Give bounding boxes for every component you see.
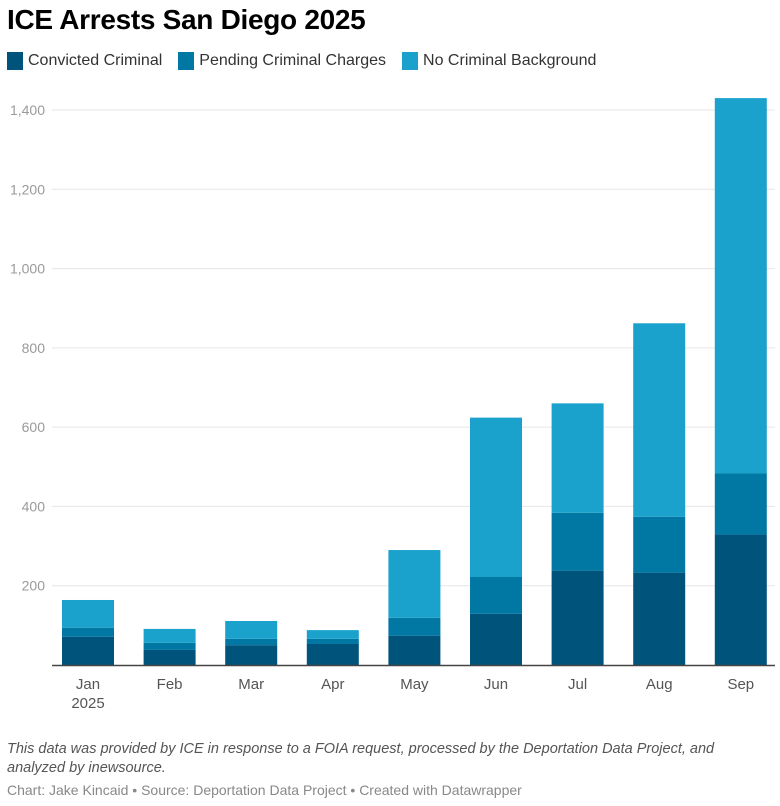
- bar-segment: [714, 473, 767, 535]
- y-tick-label: 1,000: [10, 261, 45, 277]
- bar-segment: [633, 323, 686, 517]
- chart-notes: This data was provided by ICE in respons…: [7, 741, 715, 776]
- x-tick-label: Jan: [76, 676, 100, 693]
- x-tick-label: Feb: [157, 676, 183, 693]
- bar-segment: [143, 649, 196, 665]
- legend-swatch-no-criminal: [402, 52, 419, 70]
- bar-segment: [225, 620, 278, 639]
- y-tick-label: 400: [22, 498, 46, 514]
- chart-byline: Chart: Jake Kincaid • Source: Deportatio…: [7, 782, 522, 798]
- x-tick-label: Mar: [238, 676, 264, 693]
- x-tick-sublabel: 2025: [71, 695, 104, 712]
- y-tick-label: 1,200: [10, 181, 45, 197]
- bar-segment: [388, 617, 441, 636]
- bar-segment: [551, 512, 604, 571]
- x-tick-label: Aug: [646, 676, 673, 693]
- y-tick-label: 600: [22, 419, 46, 435]
- bar-segment: [62, 636, 114, 665]
- legend-label-convicted: Convicted Criminal: [28, 52, 163, 69]
- x-tick-label: Sep: [727, 676, 754, 693]
- legend-item-convicted: Convicted Criminal: [7, 52, 162, 70]
- bar-segment: [633, 572, 686, 665]
- bar-chart: 200 400 600 800 1,000 1,200 1,400 Jan 2025 Feb Mar…: [10, 98, 775, 712]
- x-tick-label: May: [400, 676, 429, 693]
- legend-swatch-convicted: [7, 52, 23, 70]
- chart-title: ICE Arrests San Diego 2025: [7, 4, 366, 35]
- bar-segment: [551, 570, 604, 665]
- legend-label-no-criminal: No Criminal Background: [423, 52, 597, 69]
- bar-segment: [225, 645, 278, 665]
- x-tick-label: Jul: [568, 676, 587, 693]
- bar-segment: [551, 403, 604, 513]
- bar-segment: [306, 638, 359, 644]
- legend-label-pending: Pending Criminal Charges: [199, 52, 387, 69]
- y-tick-label: 1,400: [10, 102, 45, 118]
- bar-segment: [470, 576, 522, 614]
- bar-segment: [143, 628, 196, 643]
- bar-segment: [388, 550, 441, 618]
- legend-swatch-pending: [178, 52, 195, 70]
- bar-segment: [225, 638, 278, 646]
- bar-segment: [306, 643, 359, 665]
- bar-segment: [143, 642, 196, 650]
- legend: Convicted Criminal Pending Criminal Char…: [7, 52, 612, 70]
- legend-item-pending: Pending Criminal Charges: [178, 52, 386, 70]
- bar-segment: [388, 635, 441, 665]
- bar-segment: [714, 534, 767, 665]
- x-tick-label: Jun: [484, 676, 508, 693]
- bar-segment: [62, 599, 114, 628]
- bar-segment: [633, 516, 686, 573]
- bar-segment: [62, 627, 114, 637]
- bar-segment: [470, 417, 522, 577]
- bar-segment: [714, 98, 767, 474]
- y-tick-label: 800: [22, 340, 46, 356]
- y-tick-label: 200: [22, 578, 46, 594]
- legend-item-no-criminal: No Criminal Background: [402, 52, 596, 70]
- bar-segment: [470, 613, 522, 665]
- x-tick-label: Apr: [321, 676, 344, 693]
- bar-segment: [306, 630, 359, 639]
